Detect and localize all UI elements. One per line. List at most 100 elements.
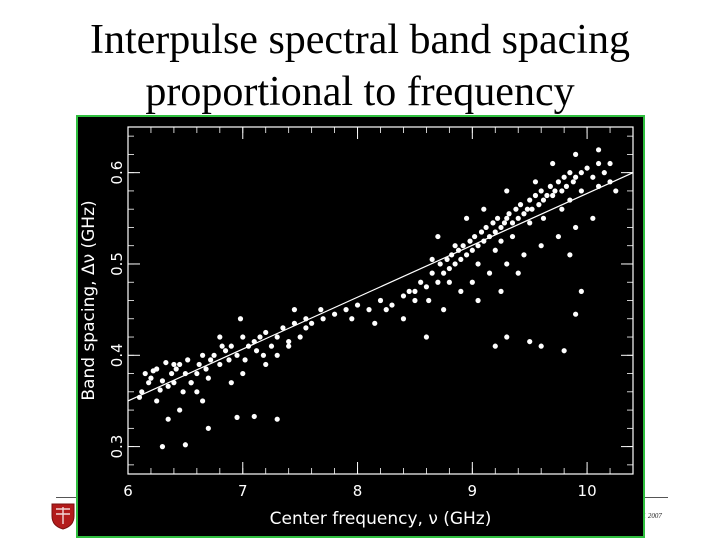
data-point: [343, 307, 349, 313]
data-point: [607, 179, 613, 185]
data-point: [498, 238, 504, 244]
data-point: [486, 270, 493, 276]
data-point: [469, 279, 475, 285]
data-point: [449, 252, 455, 258]
data-point: [205, 375, 211, 381]
data-point: [412, 288, 418, 294]
data-point: [291, 307, 298, 313]
data-point: [280, 325, 286, 331]
data-point: [260, 352, 267, 358]
slide-title: Interpulse spectral band spacing proport…: [0, 14, 720, 118]
data-point: [475, 297, 481, 304]
y-axis-label: Band spacing, Δν (GHz): [79, 200, 99, 400]
data-point: [527, 197, 533, 203]
data-point: [455, 247, 462, 253]
data-point: [595, 183, 602, 189]
data-point: [383, 307, 389, 313]
data-point: [452, 261, 458, 267]
data-point: [159, 378, 166, 384]
data-point: [446, 279, 452, 285]
data-point: [354, 302, 361, 308]
data-point: [567, 197, 573, 203]
data-point: [263, 329, 269, 336]
data-point: [458, 256, 464, 263]
data-point: [423, 334, 430, 340]
data-point: [521, 211, 527, 217]
data-point: [418, 279, 424, 285]
data-point: [274, 416, 280, 422]
data-point: [595, 147, 602, 153]
data-point: [435, 279, 441, 285]
data-point: [573, 224, 579, 231]
data-point: [331, 311, 338, 317]
data-point: [205, 425, 211, 431]
data-point: [142, 370, 148, 377]
data-point: [234, 352, 240, 358]
data-point: [251, 413, 257, 420]
data-point: [607, 160, 613, 167]
data-point: [513, 206, 519, 212]
data-point: [157, 387, 163, 393]
data-point: [274, 352, 280, 358]
data-point: [486, 233, 493, 240]
data-point: [200, 352, 206, 358]
data-point: [570, 179, 576, 185]
data-point: [389, 302, 395, 308]
data-point: [475, 243, 481, 249]
data-point: [481, 238, 487, 244]
data-point: [320, 316, 326, 322]
data-point: [504, 188, 510, 194]
data-point: [180, 389, 186, 395]
data-point: [194, 389, 200, 395]
data-point: [318, 307, 324, 313]
data-point: [515, 215, 521, 221]
data-point: [521, 252, 527, 258]
data-point: [555, 179, 561, 185]
data-point: [253, 348, 260, 354]
data-point: [515, 270, 521, 276]
data-point: [538, 343, 544, 349]
data-point: [463, 252, 470, 258]
data-point: [437, 261, 443, 267]
data-point: [567, 252, 573, 258]
data-point: [303, 316, 309, 322]
data-point: [550, 160, 556, 167]
data-point: [561, 348, 567, 354]
data-point: [469, 247, 475, 253]
data-point: [536, 202, 542, 208]
data-point: [196, 361, 202, 368]
data-point: [268, 343, 275, 349]
data-point: [517, 202, 524, 208]
data-point: [177, 361, 183, 368]
data-point: [211, 352, 217, 358]
data-point: [429, 256, 435, 263]
chart-frame: 6 7 8 9 10 0.3 0.4 0.5 0.6 Center frequency, ν (G…: [76, 115, 645, 538]
data-point: [237, 316, 244, 322]
data-point: [595, 160, 602, 167]
data-point: [242, 357, 248, 363]
y-tick-label: 0.5: [108, 252, 126, 276]
data-point: [547, 183, 553, 189]
data-point: [492, 343, 498, 349]
data-point: [467, 238, 473, 244]
data-point: [492, 247, 498, 253]
data-point: [509, 220, 516, 226]
data-point: [458, 288, 464, 294]
fit-line: [127, 172, 634, 402]
data-point: [165, 416, 171, 422]
data-point: [567, 170, 573, 176]
data-point: [501, 220, 508, 226]
data-point: [139, 389, 145, 395]
data-point: [475, 261, 481, 267]
x-axis-label: Center frequency, ν (GHz): [270, 509, 492, 529]
data-point: [217, 334, 223, 340]
data-point: [188, 380, 194, 386]
data-point: [203, 366, 209, 372]
data-point: [182, 442, 188, 448]
data-point: [185, 357, 191, 363]
data-point: [426, 297, 432, 304]
data-point: [578, 188, 584, 194]
data-point: [504, 334, 510, 340]
data-point: [217, 361, 223, 368]
data-point: [228, 343, 234, 349]
